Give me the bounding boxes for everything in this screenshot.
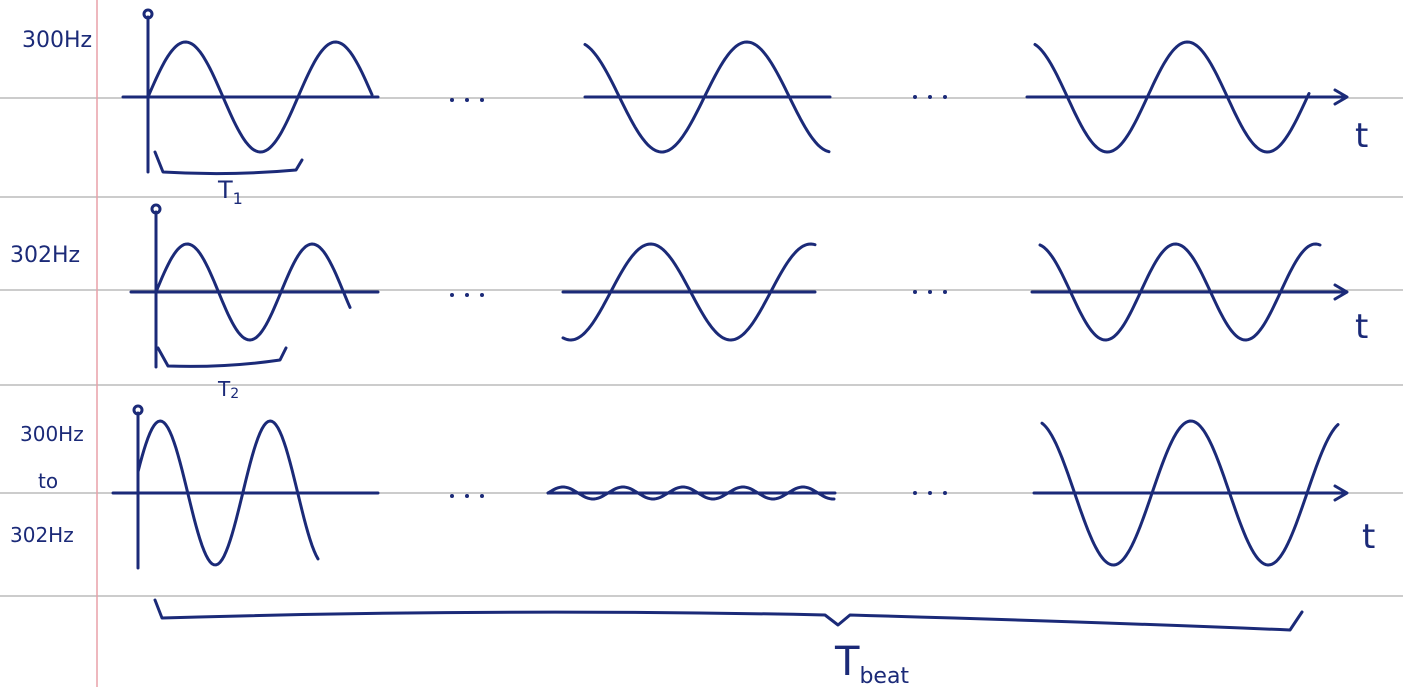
row-label: to bbox=[38, 469, 58, 493]
ellipsis-dot bbox=[450, 494, 454, 498]
ellipsis-dot bbox=[480, 293, 484, 297]
drawing bbox=[113, 10, 1347, 630]
ellipsis-dot bbox=[928, 491, 932, 495]
row-label: 302Hz bbox=[10, 523, 74, 547]
ellipsis-dot bbox=[943, 290, 947, 294]
period-sub: 2 bbox=[230, 386, 239, 402]
axis-label: t bbox=[1355, 116, 1368, 156]
period-main: T bbox=[217, 176, 233, 204]
beat-sub: beat bbox=[859, 664, 909, 687]
beat-label: Tbeat bbox=[834, 639, 909, 687]
period-bracket bbox=[158, 348, 286, 366]
period-bracket bbox=[155, 152, 302, 174]
ellipsis-dot bbox=[928, 95, 932, 99]
row-label: 300Hz bbox=[20, 422, 84, 446]
ellipsis-dot bbox=[943, 95, 947, 99]
axis-origin-mark bbox=[144, 10, 152, 18]
ellipsis-dot bbox=[450, 98, 454, 102]
period-label: T1 bbox=[217, 176, 243, 208]
ellipsis-dot bbox=[480, 494, 484, 498]
ellipsis-dot bbox=[943, 491, 947, 495]
axis-label: t bbox=[1362, 517, 1375, 557]
ellipsis-dot bbox=[480, 98, 484, 102]
ellipsis-dot bbox=[928, 290, 932, 294]
row-label: 300Hz bbox=[22, 28, 92, 53]
axis-origin-mark bbox=[134, 406, 142, 414]
ellipsis-dot bbox=[465, 98, 469, 102]
beat-main: T bbox=[834, 639, 860, 685]
axis-origin-mark bbox=[152, 205, 160, 213]
ellipsis-dot bbox=[450, 293, 454, 297]
notebook-page: 300Hz 302Hz 300Hz to 302Hz T1 T2 t t t T… bbox=[0, 0, 1403, 687]
row-label: 302Hz bbox=[10, 243, 80, 268]
period-label: T2 bbox=[217, 377, 239, 402]
ellipsis-dot bbox=[913, 95, 917, 99]
ellipsis-dot bbox=[913, 491, 917, 495]
period-sub: 1 bbox=[233, 189, 243, 208]
ellipsis-dot bbox=[913, 290, 917, 294]
axis-label: t bbox=[1355, 307, 1368, 347]
period-main: T bbox=[217, 377, 231, 401]
ellipsis-dot bbox=[465, 494, 469, 498]
ellipsis-dot bbox=[465, 293, 469, 297]
beat-bracket bbox=[155, 600, 1302, 630]
